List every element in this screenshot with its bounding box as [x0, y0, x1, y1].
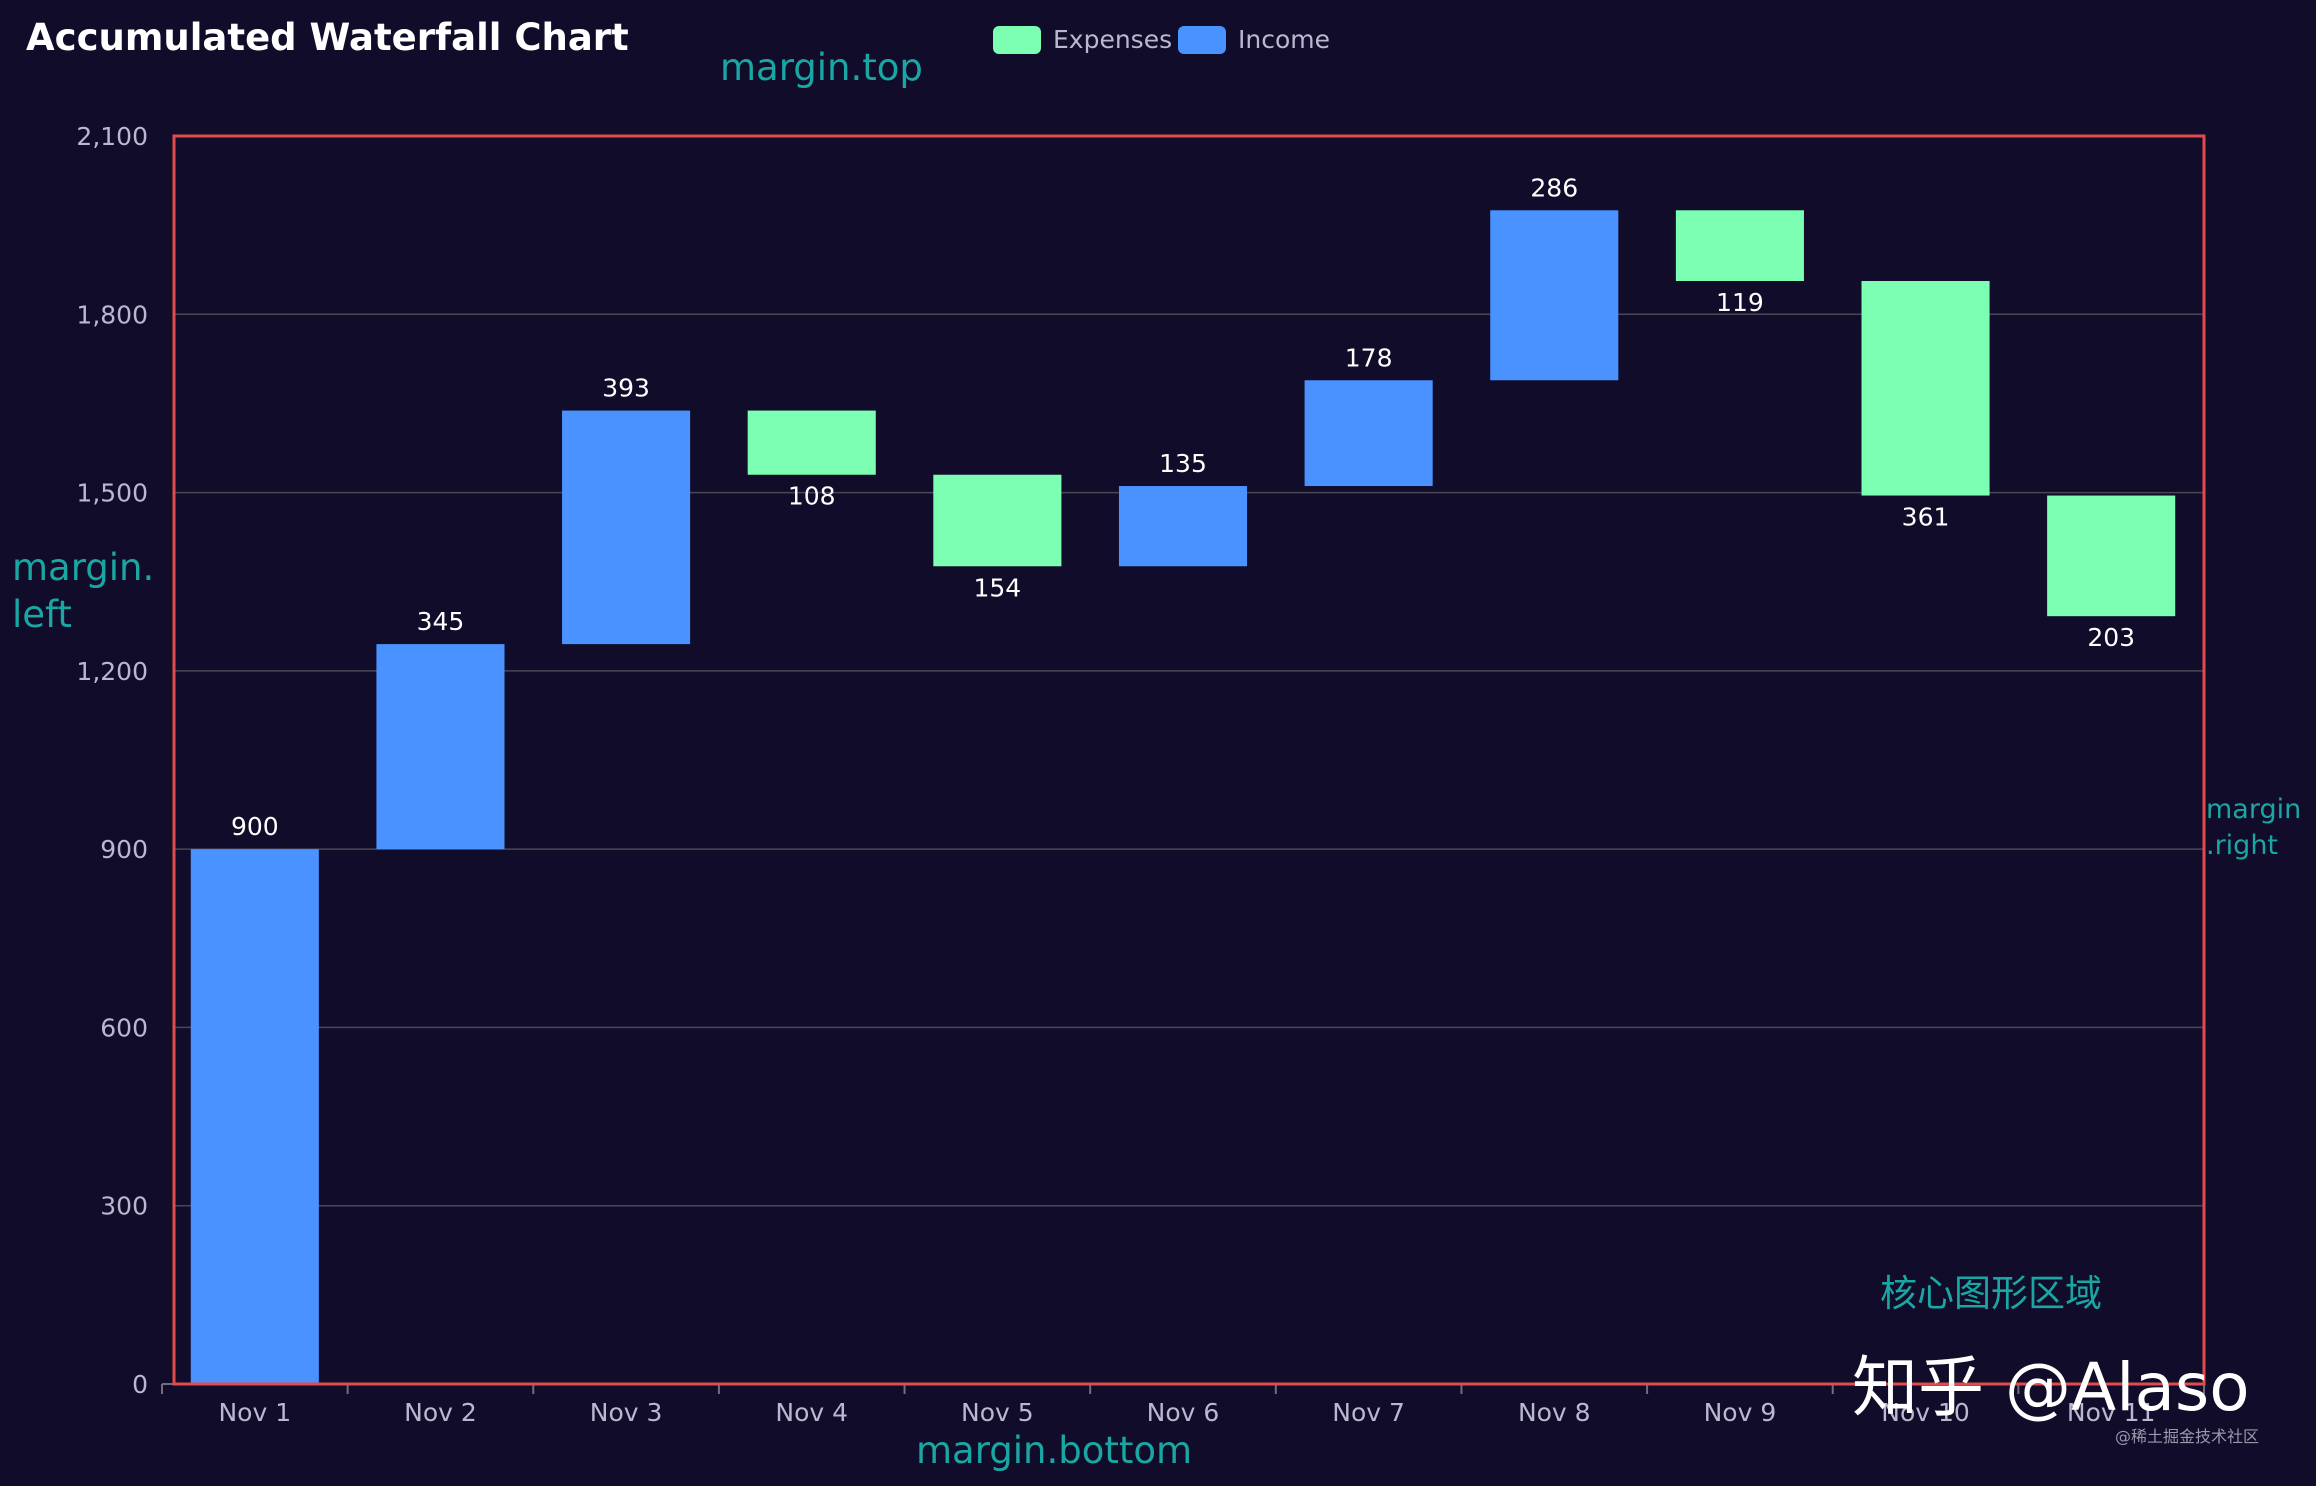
y-tick-label: 1,500: [76, 479, 148, 508]
y-tick-label: 1,800: [76, 300, 148, 329]
legend-swatch-income: [1178, 26, 1226, 54]
data-label: 900: [231, 812, 279, 841]
y-tick-label: 900: [100, 835, 148, 864]
x-tick-label: Nov 6: [1147, 1398, 1220, 1427]
x-tick-label: Nov 5: [961, 1398, 1034, 1427]
data-label: 119: [1716, 288, 1764, 317]
income-bar: [562, 410, 691, 645]
income-bar: [376, 644, 505, 850]
income-bar: [190, 849, 319, 1384]
y-tick-label: 1,200: [76, 657, 148, 686]
legend-item-expenses[interactable]: Expenses: [993, 25, 1172, 54]
annotation-margin-right-line2: .right: [2206, 830, 2278, 861]
x-tick-label: Nov 11: [2067, 1398, 2156, 1427]
annotation-margin-left-line1: margin.: [12, 546, 154, 589]
expense-bar: [747, 410, 876, 475]
annotation-margin-right-line1: margin: [2206, 794, 2301, 825]
watermark-zhihu: 知乎 @Alaso: [1852, 1349, 2250, 1426]
data-label: 393: [602, 374, 650, 403]
legend-swatch-expenses: [993, 26, 1041, 54]
core-area-border: [172, 134, 2206, 1386]
y-tick-label: 2,100: [76, 122, 148, 151]
y-tick-label: 300: [100, 1192, 148, 1221]
expense-bar: [1675, 210, 1804, 282]
data-label: 135: [1159, 449, 1207, 478]
income-bar: [1304, 380, 1433, 487]
data-label: 178: [1345, 343, 1393, 372]
x-tick-label: Nov 10: [1881, 1398, 1970, 1427]
data-label: 203: [2087, 623, 2135, 652]
data-label: 286: [1530, 173, 1578, 202]
legend: Expenses Income: [993, 25, 1330, 54]
y-tick-label: 0: [132, 1370, 148, 1399]
legend-item-income[interactable]: Income: [1178, 25, 1330, 54]
income-bar: [1490, 210, 1619, 381]
data-label: 154: [974, 573, 1022, 602]
legend-label-expenses: Expenses: [1053, 25, 1172, 54]
expense-bar: [933, 474, 1062, 567]
x-tick-label: Nov 7: [1332, 1398, 1405, 1427]
plot-area: 0 300 600 900 1,200 1,500 1,800 2,100 900 Nov 1 34…: [76, 122, 2206, 1427]
data-label: 108: [788, 482, 836, 511]
x-tick-label: Nov 1: [218, 1398, 291, 1427]
chart-title: Accumulated Waterfall Chart: [26, 16, 629, 59]
x-tick-label: Nov 9: [1704, 1398, 1777, 1427]
y-tick-label: 600: [100, 1013, 148, 1042]
annotation-margin-left-line2: left: [12, 593, 72, 636]
x-tick-label: Nov 4: [775, 1398, 848, 1427]
annotation-margin-bottom: margin.bottom: [916, 1429, 1192, 1472]
x-tick-label: Nov 3: [590, 1398, 663, 1427]
data-label: 361: [1902, 503, 1950, 532]
data-label: 345: [417, 607, 465, 636]
x-tick-label: Nov 2: [404, 1398, 477, 1427]
income-bar: [1118, 486, 1248, 567]
annotation-core-area: 核心图形区域: [1880, 1272, 2102, 1315]
watermark-juejin: @稀土掘金技术社区: [2115, 1427, 2259, 1446]
legend-label-income: Income: [1238, 25, 1330, 54]
expense-bar: [2047, 495, 2176, 617]
expense-bar: [1861, 281, 1990, 496]
x-tick-label: Nov 8: [1518, 1398, 1591, 1427]
annotation-margin-top: margin.top: [720, 46, 923, 89]
